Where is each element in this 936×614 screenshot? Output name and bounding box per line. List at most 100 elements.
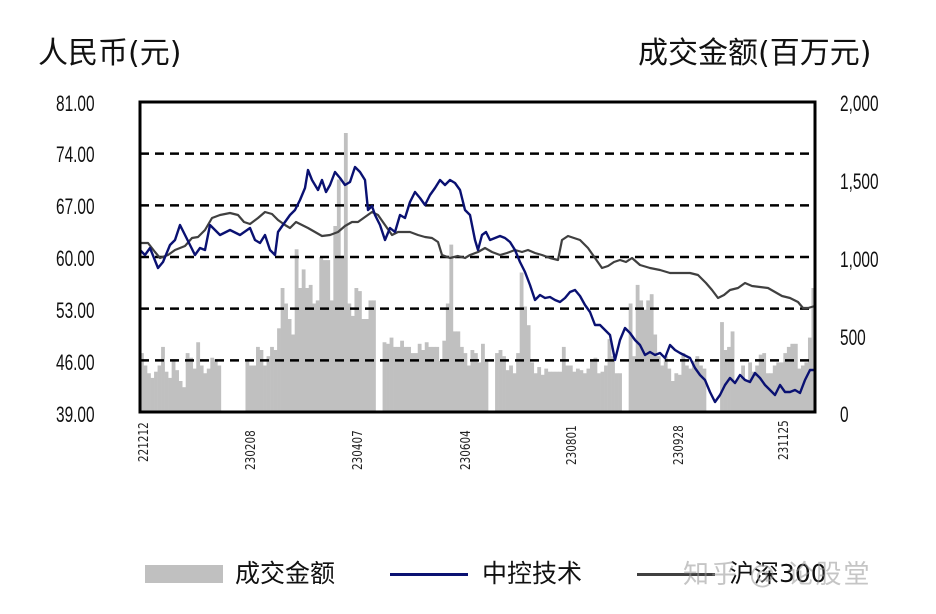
- volume-bars: [140, 133, 816, 412]
- right-tick-0: 2,000: [840, 91, 879, 116]
- volume-bar: [758, 354, 763, 412]
- volume-bar: [410, 353, 415, 412]
- volume-bar: [357, 291, 362, 412]
- volume-bar: [154, 371, 158, 412]
- x-tick-5: 230928: [672, 425, 687, 465]
- plot-frame: [138, 100, 817, 414]
- volume-bar: [674, 373, 679, 412]
- volume-bar: [586, 368, 591, 412]
- volume-bar: [287, 319, 292, 412]
- volume-bar: [477, 362, 482, 412]
- volume-bar: [182, 387, 187, 412]
- volume-bar: [428, 346, 433, 412]
- volume-bar: [473, 353, 478, 412]
- volume-bar: [614, 373, 619, 412]
- volume-bar: [442, 340, 447, 412]
- watermark: 知乎 @ 论股堂: [683, 560, 872, 590]
- volume-bar: [266, 356, 271, 412]
- volume-bar: [793, 343, 798, 412]
- volume-bar: [168, 377, 172, 412]
- volume-swatch: [145, 565, 223, 583]
- x-tick-1: 230208: [244, 430, 259, 470]
- volume-bar: [512, 373, 517, 412]
- volume-bar: [365, 319, 369, 412]
- volume-bar: [452, 331, 457, 412]
- left-tick-4: 53.00: [56, 298, 95, 323]
- volume-bar: [386, 343, 390, 412]
- volume-bar: [298, 288, 303, 412]
- volume-bar: [646, 300, 651, 412]
- volume-bar: [579, 370, 584, 412]
- volume-bar: [667, 368, 672, 412]
- volume-bar: [635, 284, 640, 412]
- volume-bar: [185, 353, 190, 412]
- volume-bar: [593, 357, 598, 412]
- volume-bar: [516, 353, 520, 412]
- volume-bar: [604, 365, 608, 412]
- legend-volume-label: 成交金额: [235, 559, 336, 588]
- volume-bar: [199, 365, 204, 412]
- volume-bar: [755, 365, 760, 412]
- x-tick-3: 230604: [459, 430, 474, 470]
- volume-bar: [196, 342, 201, 412]
- volume-bar: [463, 353, 468, 412]
- volume-bar: [600, 371, 605, 412]
- volume-bar: [438, 360, 443, 412]
- volume-bar: [175, 370, 179, 412]
- volume-bar: [544, 368, 549, 412]
- volume-bar: [607, 339, 612, 412]
- volume-bar: [459, 346, 464, 412]
- volume-bar: [547, 371, 552, 412]
- volume-bar: [565, 365, 570, 412]
- volume-bar: [695, 356, 700, 412]
- index-swatch: [637, 572, 715, 576]
- legend-item-index: 沪深300: [637, 556, 827, 592]
- volume-bar: [372, 300, 376, 412]
- volume-bar: [537, 367, 542, 412]
- volume-bar: [291, 334, 295, 412]
- volume-bar: [653, 334, 658, 412]
- right-tick-1: 1,500: [840, 169, 879, 194]
- legend-stock-label: 中控技术: [482, 559, 583, 588]
- right-tick-3: 500: [840, 325, 866, 350]
- left-tick-6: 39.00: [56, 402, 95, 427]
- volume-bar: [203, 373, 208, 412]
- volume-bar: [688, 368, 693, 412]
- right-axis-title: 成交金额(百万元): [638, 36, 872, 71]
- volume-bar: [333, 226, 338, 412]
- volume-bar: [417, 343, 422, 412]
- volume-bar: [582, 373, 587, 412]
- left-axis-title: 人民币(元): [38, 36, 182, 71]
- volume-bar: [656, 356, 661, 412]
- volume-bar: [470, 350, 475, 412]
- volume-bar: [445, 303, 450, 412]
- volume-bar: [618, 373, 622, 412]
- left-tick-1: 74.00: [56, 142, 95, 167]
- volume-bar: [213, 359, 218, 412]
- volume-bar: [737, 377, 742, 412]
- volume-bar: [361, 319, 366, 412]
- volume-bar: [509, 365, 513, 412]
- volume-bar: [632, 356, 637, 412]
- x-tick-6: 231125: [777, 420, 792, 460]
- volume-bar: [421, 350, 426, 412]
- volume-bar: [684, 365, 689, 412]
- volume-bar: [319, 257, 324, 412]
- volume-bar: [312, 303, 317, 412]
- volume-bar: [530, 362, 535, 412]
- volume-bar: [741, 365, 745, 412]
- volume-bar: [498, 350, 503, 412]
- volume-bar: [502, 356, 506, 412]
- volume-bar: [414, 353, 419, 412]
- volume-bar: [572, 371, 577, 412]
- volume-bar: [783, 353, 788, 412]
- volume-bar: [807, 337, 812, 412]
- volume-bar: [663, 356, 668, 412]
- volume-bar: [523, 306, 528, 412]
- volume-bar: [329, 300, 334, 412]
- x-tick-4: 230801: [565, 425, 580, 465]
- volume-bar: [150, 377, 155, 412]
- stock-swatch: [390, 572, 468, 576]
- legend-item-volume: 成交金额: [145, 556, 335, 592]
